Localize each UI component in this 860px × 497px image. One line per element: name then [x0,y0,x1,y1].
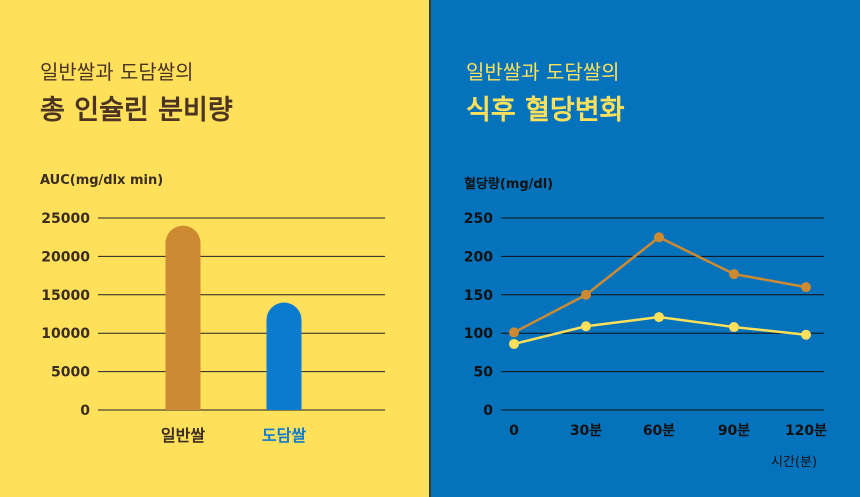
data-point [801,329,811,340]
y-tick-label: 15000 [41,288,90,304]
x-tick-label: 120분 [785,423,827,439]
y-tick-label: 0 [483,403,493,419]
glucose-subtitle: 일반쌀과 도담쌀의 [466,60,620,84]
data-point [729,322,739,333]
insulin-bar-chart: 25000 20000 15000 10000 5000 0 일반쌀 도담쌀 [41,211,385,445]
x-tick-label: 60분 [643,423,675,439]
glucose-x-axis-unit: 시간(분) [771,455,818,470]
y-tick-label: 250 [464,211,493,227]
x-category-label: 도담쌀 [262,426,306,445]
y-tick-label: 100 [464,326,493,342]
data-point [581,321,591,332]
x-category-label: 일반쌀 [161,426,205,445]
y-tick-label: 50 [474,365,494,381]
data-point [729,269,739,280]
data-point [581,289,591,300]
data-point [801,282,811,293]
insulin-title: 총 인슐린 분비량 [40,95,233,126]
y-tick-label: 150 [464,288,493,304]
y-tick-label: 5000 [51,365,90,381]
x-tick-label: 0 [509,423,519,439]
y-tick-label: 25000 [41,211,90,227]
glucose-line-chart: 250 200 150 100 50 00 30분 60분 90분 120분 [464,211,827,439]
x-tick-label: 90분 [718,423,750,439]
y-tick-label: 20000 [41,249,90,265]
bar [266,302,302,410]
glucose-y-axis-label: 혈당량(mg/dl) [464,177,554,192]
glucose-panel: 일반쌀과 도담쌀의 식후 혈당변화 혈당량(mg/dl) 250 200 150 10… [431,0,860,497]
insulin-subtitle: 일반쌀과 도담쌀의 [40,60,194,84]
data-point [654,232,664,243]
insulin-panel: 일반쌀과 도담쌀의 총 인슐린 분비량 AUC(mg/dlx min) 2500… [0,0,431,497]
insulin-y-axis-label: AUC(mg/dlx min) [40,173,164,188]
data-point [509,327,519,338]
y-tick-label: 200 [464,249,493,265]
data-point [654,312,664,323]
y-tick-label: 0 [80,403,90,419]
x-tick-label: 30분 [570,423,602,439]
data-point [509,338,519,349]
y-tick-label: 10000 [41,326,90,342]
glucose-title: 식후 혈당변화 [466,95,625,126]
bar [165,225,201,410]
